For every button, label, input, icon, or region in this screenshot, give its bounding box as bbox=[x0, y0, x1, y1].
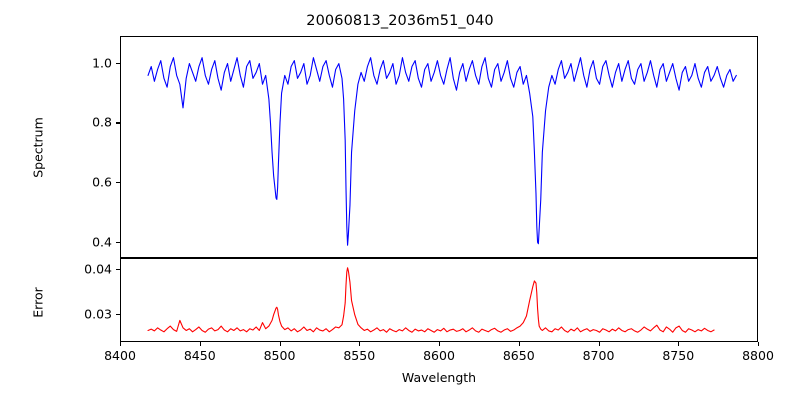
x-tick-mark-8800 bbox=[758, 342, 760, 346]
x-tick-mark-8500 bbox=[279, 342, 281, 346]
spectrum-y-tick-mark-1 bbox=[116, 182, 120, 184]
spectrum-y-tick-mark-2 bbox=[116, 122, 120, 124]
x-tick-label-8400: 8400 bbox=[104, 348, 136, 363]
x-tick-label-8800: 8800 bbox=[742, 348, 774, 363]
spectrum-line-series bbox=[121, 37, 757, 257]
page-title: 20060813_2036m51_040 bbox=[306, 13, 494, 29]
x-tick-label-8450: 8450 bbox=[183, 348, 216, 363]
x-tick-mark-8600 bbox=[439, 342, 441, 346]
x-tick-label-8650: 8650 bbox=[502, 348, 535, 363]
spectrum-y-tick-label-3: 1.0 bbox=[92, 55, 112, 71]
error-y-tick-label-1: 0.04 bbox=[84, 261, 112, 277]
error-data-path bbox=[148, 268, 714, 332]
error-y-axis-label: Error bbox=[30, 287, 46, 318]
spectrum-data-path bbox=[148, 58, 736, 246]
x-tick-mark-8700 bbox=[598, 342, 600, 346]
x-axis-label: Wavelength bbox=[401, 370, 477, 385]
spectrum-y-tick-label-1: 0.6 bbox=[92, 174, 112, 190]
error-y-tick-mark-0 bbox=[116, 314, 120, 316]
spectrum-y-tick-mark-3 bbox=[116, 62, 120, 64]
spectrum-y-tick-label-2: 0.8 bbox=[92, 114, 112, 130]
x-tick-mark-8750 bbox=[678, 342, 680, 346]
error-y-tick-label-0: 0.03 bbox=[84, 306, 112, 322]
x-tick-label-8600: 8600 bbox=[423, 348, 455, 363]
x-tick-mark-8450 bbox=[199, 342, 201, 346]
spectrum-y-axis-label: Spectrum bbox=[30, 117, 46, 178]
x-tick-mark-8650 bbox=[518, 342, 520, 346]
spectrum-plot-axes bbox=[120, 36, 758, 258]
x-tick-mark-8400 bbox=[120, 342, 122, 346]
spectrum-y-tick-mark-0 bbox=[116, 241, 120, 243]
error-y-tick-mark-1 bbox=[116, 269, 120, 271]
x-tick-label-8700: 8700 bbox=[582, 348, 615, 363]
spectrum-y-tick-label-0: 0.4 bbox=[92, 234, 112, 250]
x-tick-label-8750: 8750 bbox=[662, 348, 695, 363]
x-tick-label-8500: 8500 bbox=[263, 348, 296, 363]
error-plot-axes bbox=[120, 258, 758, 342]
error-line-series bbox=[121, 259, 757, 341]
x-tick-mark-8550 bbox=[359, 342, 361, 346]
x-tick-label-8550: 8550 bbox=[343, 348, 376, 363]
